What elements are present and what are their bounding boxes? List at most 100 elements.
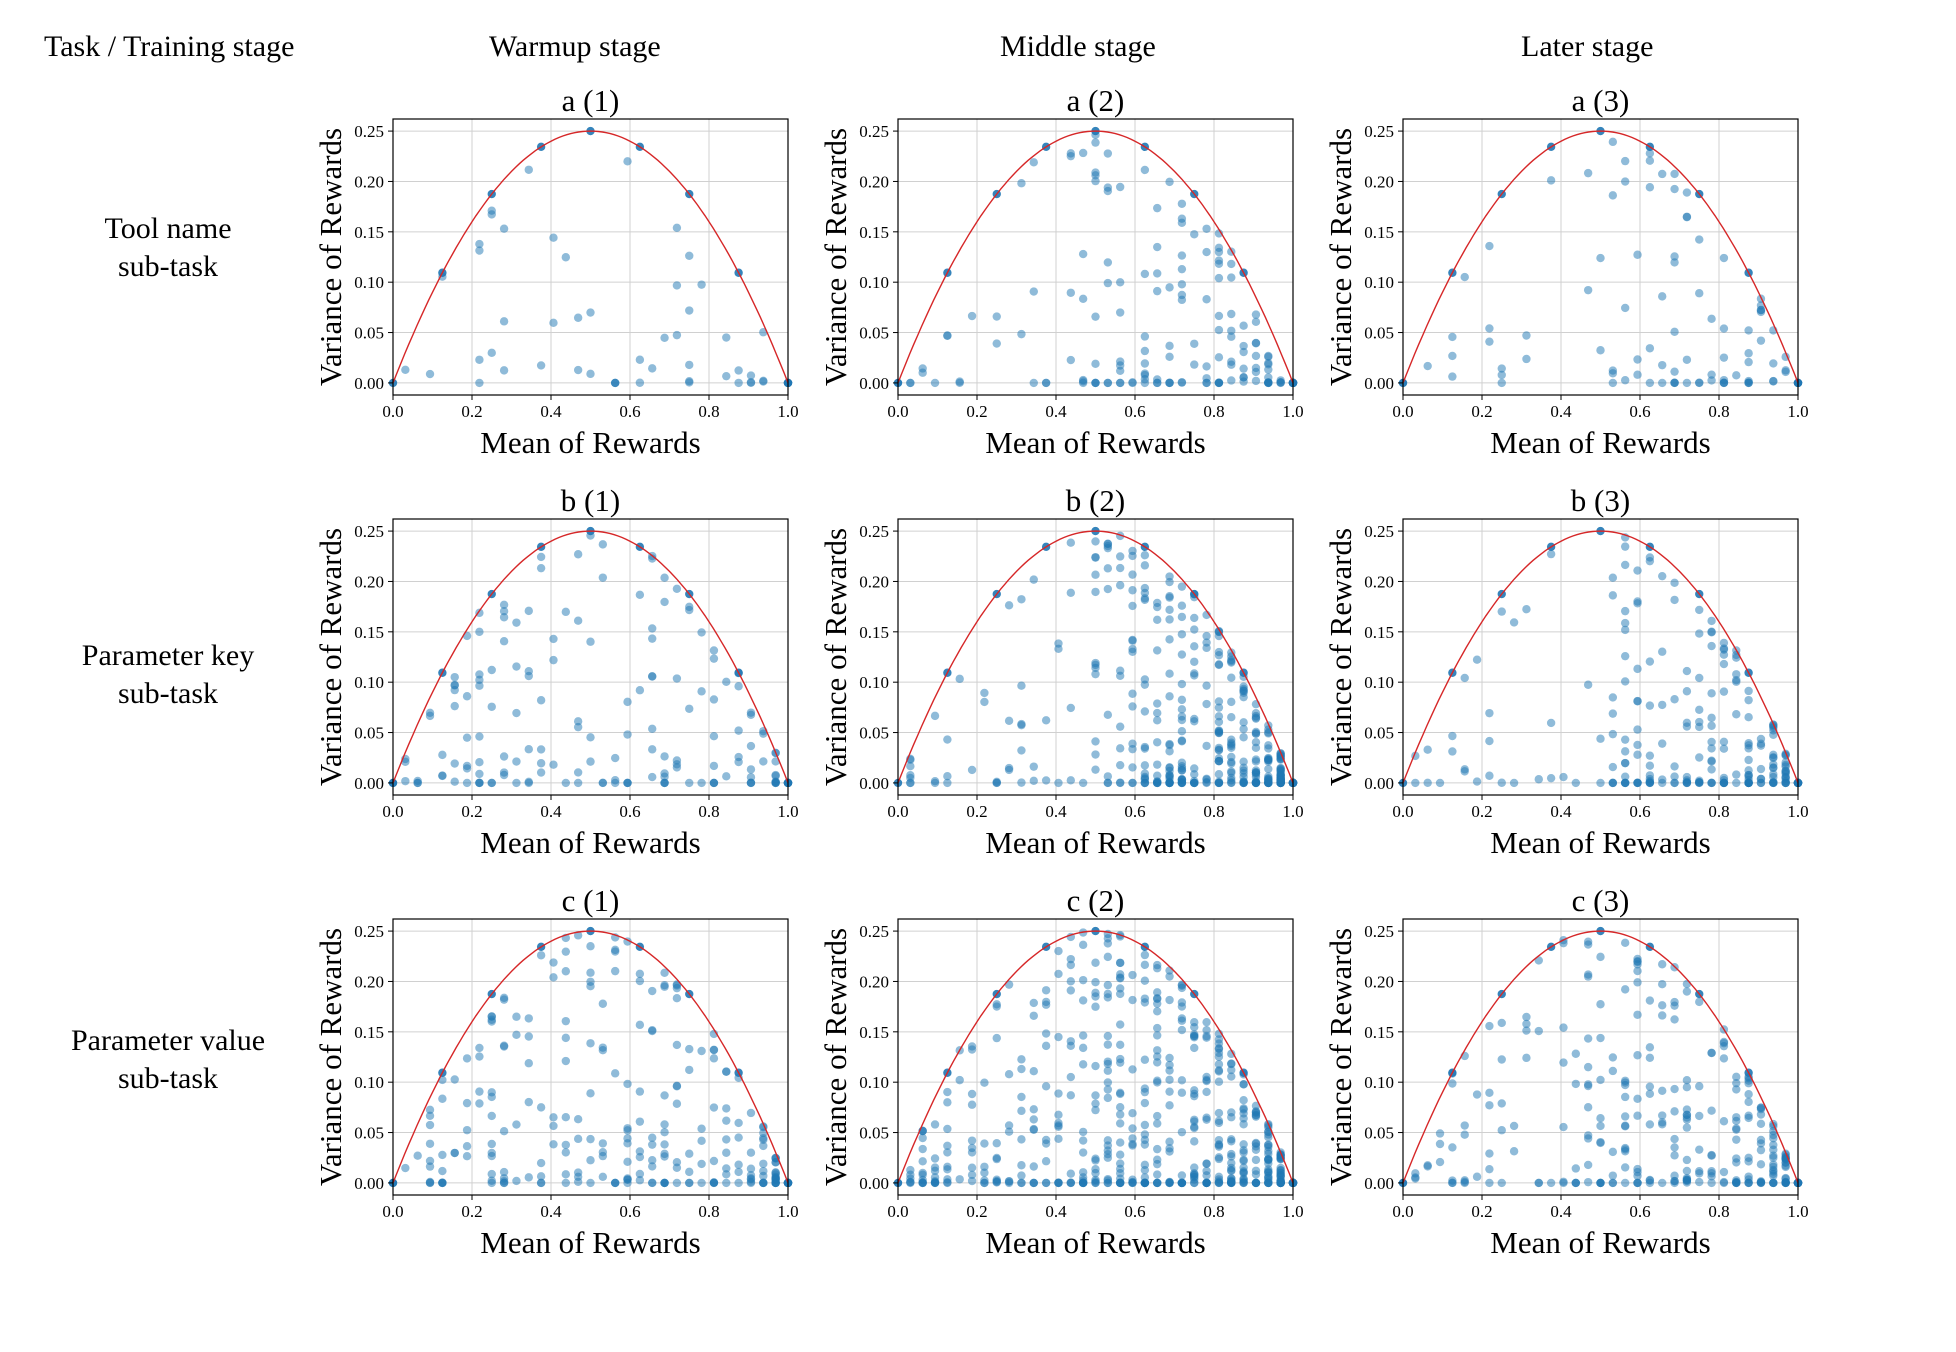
data-point — [1620, 778, 1630, 788]
x-tick-label: 0.0 — [382, 802, 403, 821]
data-point — [1078, 375, 1088, 385]
y-axis-label: Variance of Rewards — [313, 528, 348, 786]
data-point — [746, 765, 756, 774]
data-point — [1682, 1123, 1692, 1132]
panel-title: b (1) — [561, 483, 620, 518]
data-point — [967, 1170, 977, 1180]
data-point — [1732, 1116, 1741, 1126]
data-point — [1153, 286, 1162, 296]
data-point — [1227, 697, 1236, 707]
data-point — [1227, 259, 1236, 269]
data-point — [598, 1139, 608, 1148]
data-point — [499, 600, 509, 610]
data-point — [623, 1079, 632, 1089]
data-point — [1177, 679, 1187, 689]
data-point — [1041, 986, 1051, 995]
y-tick-label: 0.20 — [1364, 572, 1394, 591]
data-point — [1633, 1111, 1642, 1120]
data-point — [1239, 1146, 1248, 1155]
panel-title: a (1) — [562, 83, 620, 118]
data-point — [967, 311, 977, 321]
data-point — [1670, 1171, 1679, 1180]
data-point — [1769, 1178, 1778, 1188]
data-point — [1781, 772, 1790, 782]
data-point — [1658, 1178, 1667, 1188]
data-point — [425, 1177, 435, 1187]
data-point — [1153, 738, 1162, 747]
data-point — [1115, 278, 1125, 287]
data-point — [1115, 308, 1125, 317]
data-point — [1115, 778, 1125, 787]
data-point — [1744, 695, 1753, 705]
data-point — [697, 778, 706, 788]
data-point — [1115, 671, 1125, 680]
data-point — [1190, 1115, 1199, 1124]
data-point — [1719, 253, 1729, 263]
data-point — [1153, 1159, 1162, 1169]
data-point — [1264, 1178, 1273, 1188]
data-point — [1497, 1099, 1506, 1108]
data-point — [1202, 775, 1211, 784]
data-point — [499, 1126, 509, 1136]
data-point — [1448, 731, 1457, 741]
data-point — [1670, 1084, 1679, 1094]
data-point — [1707, 778, 1716, 788]
data-point — [1190, 625, 1199, 634]
data-point — [1177, 630, 1187, 639]
data-point — [1608, 573, 1618, 582]
data-point — [1165, 1075, 1174, 1085]
data-point — [1066, 1037, 1076, 1046]
data-point — [1264, 373, 1273, 382]
data-point — [771, 1178, 780, 1188]
data-point — [1620, 560, 1630, 570]
x-tick-label: 0.2 — [966, 402, 987, 421]
data-point — [1054, 1134, 1063, 1144]
scatter-panel-a2: 0.0 0.2 0.4 0.6 0.8 1.0 0.00 0.05 0.10 0.15 0.20 0.… — [818, 75, 1304, 475]
data-point — [1066, 1091, 1076, 1100]
data-point — [943, 778, 952, 788]
data-point — [734, 1167, 743, 1177]
data-point — [1732, 653, 1741, 662]
data-point — [1153, 1170, 1162, 1179]
y-tick-label: 0.20 — [354, 172, 384, 191]
data-point — [1202, 295, 1211, 304]
data-point — [561, 1056, 571, 1066]
data-point — [1227, 1137, 1236, 1146]
data-point — [660, 1128, 669, 1137]
data-point — [1411, 778, 1420, 788]
data-point — [1251, 317, 1261, 327]
data-point — [1448, 1079, 1457, 1088]
data-point — [1103, 278, 1113, 288]
data-point — [524, 606, 533, 616]
data-point — [1620, 376, 1630, 385]
x-tick-label: 0.2 — [966, 802, 987, 821]
data-point — [1128, 1065, 1137, 1074]
data-point — [709, 646, 719, 655]
data-point — [722, 1178, 731, 1188]
y-axis-label: Variance of Rewards — [818, 928, 853, 1186]
data-point — [1559, 1023, 1568, 1032]
data-point — [1190, 1033, 1199, 1042]
y-tick-label: 0.15 — [1364, 223, 1394, 242]
data-point — [487, 210, 496, 219]
data-point — [1583, 1160, 1593, 1170]
data-point — [967, 1163, 977, 1172]
y-tick-label: 0.15 — [354, 623, 384, 642]
data-point — [1546, 718, 1556, 728]
data-point — [1756, 1145, 1766, 1155]
data-point — [1165, 1053, 1174, 1063]
data-point — [1153, 598, 1162, 608]
data-point — [1115, 1110, 1125, 1119]
data-point — [1041, 1082, 1051, 1091]
data-point — [1091, 1061, 1100, 1071]
data-point — [1202, 378, 1211, 388]
data-point — [1004, 716, 1014, 726]
data-point — [1707, 1048, 1716, 1057]
data-point — [648, 724, 657, 733]
data-point — [1682, 1082, 1692, 1092]
x-tick-label: 0.2 — [1471, 802, 1492, 821]
scatter-panel-a1: 0.0 0.2 0.4 0.6 0.8 1.0 0.00 0.05 0.10 0.15 0.20 0.… — [313, 75, 799, 475]
data-point — [697, 1159, 706, 1169]
data-point — [1485, 337, 1494, 346]
data-point — [1732, 1135, 1741, 1144]
